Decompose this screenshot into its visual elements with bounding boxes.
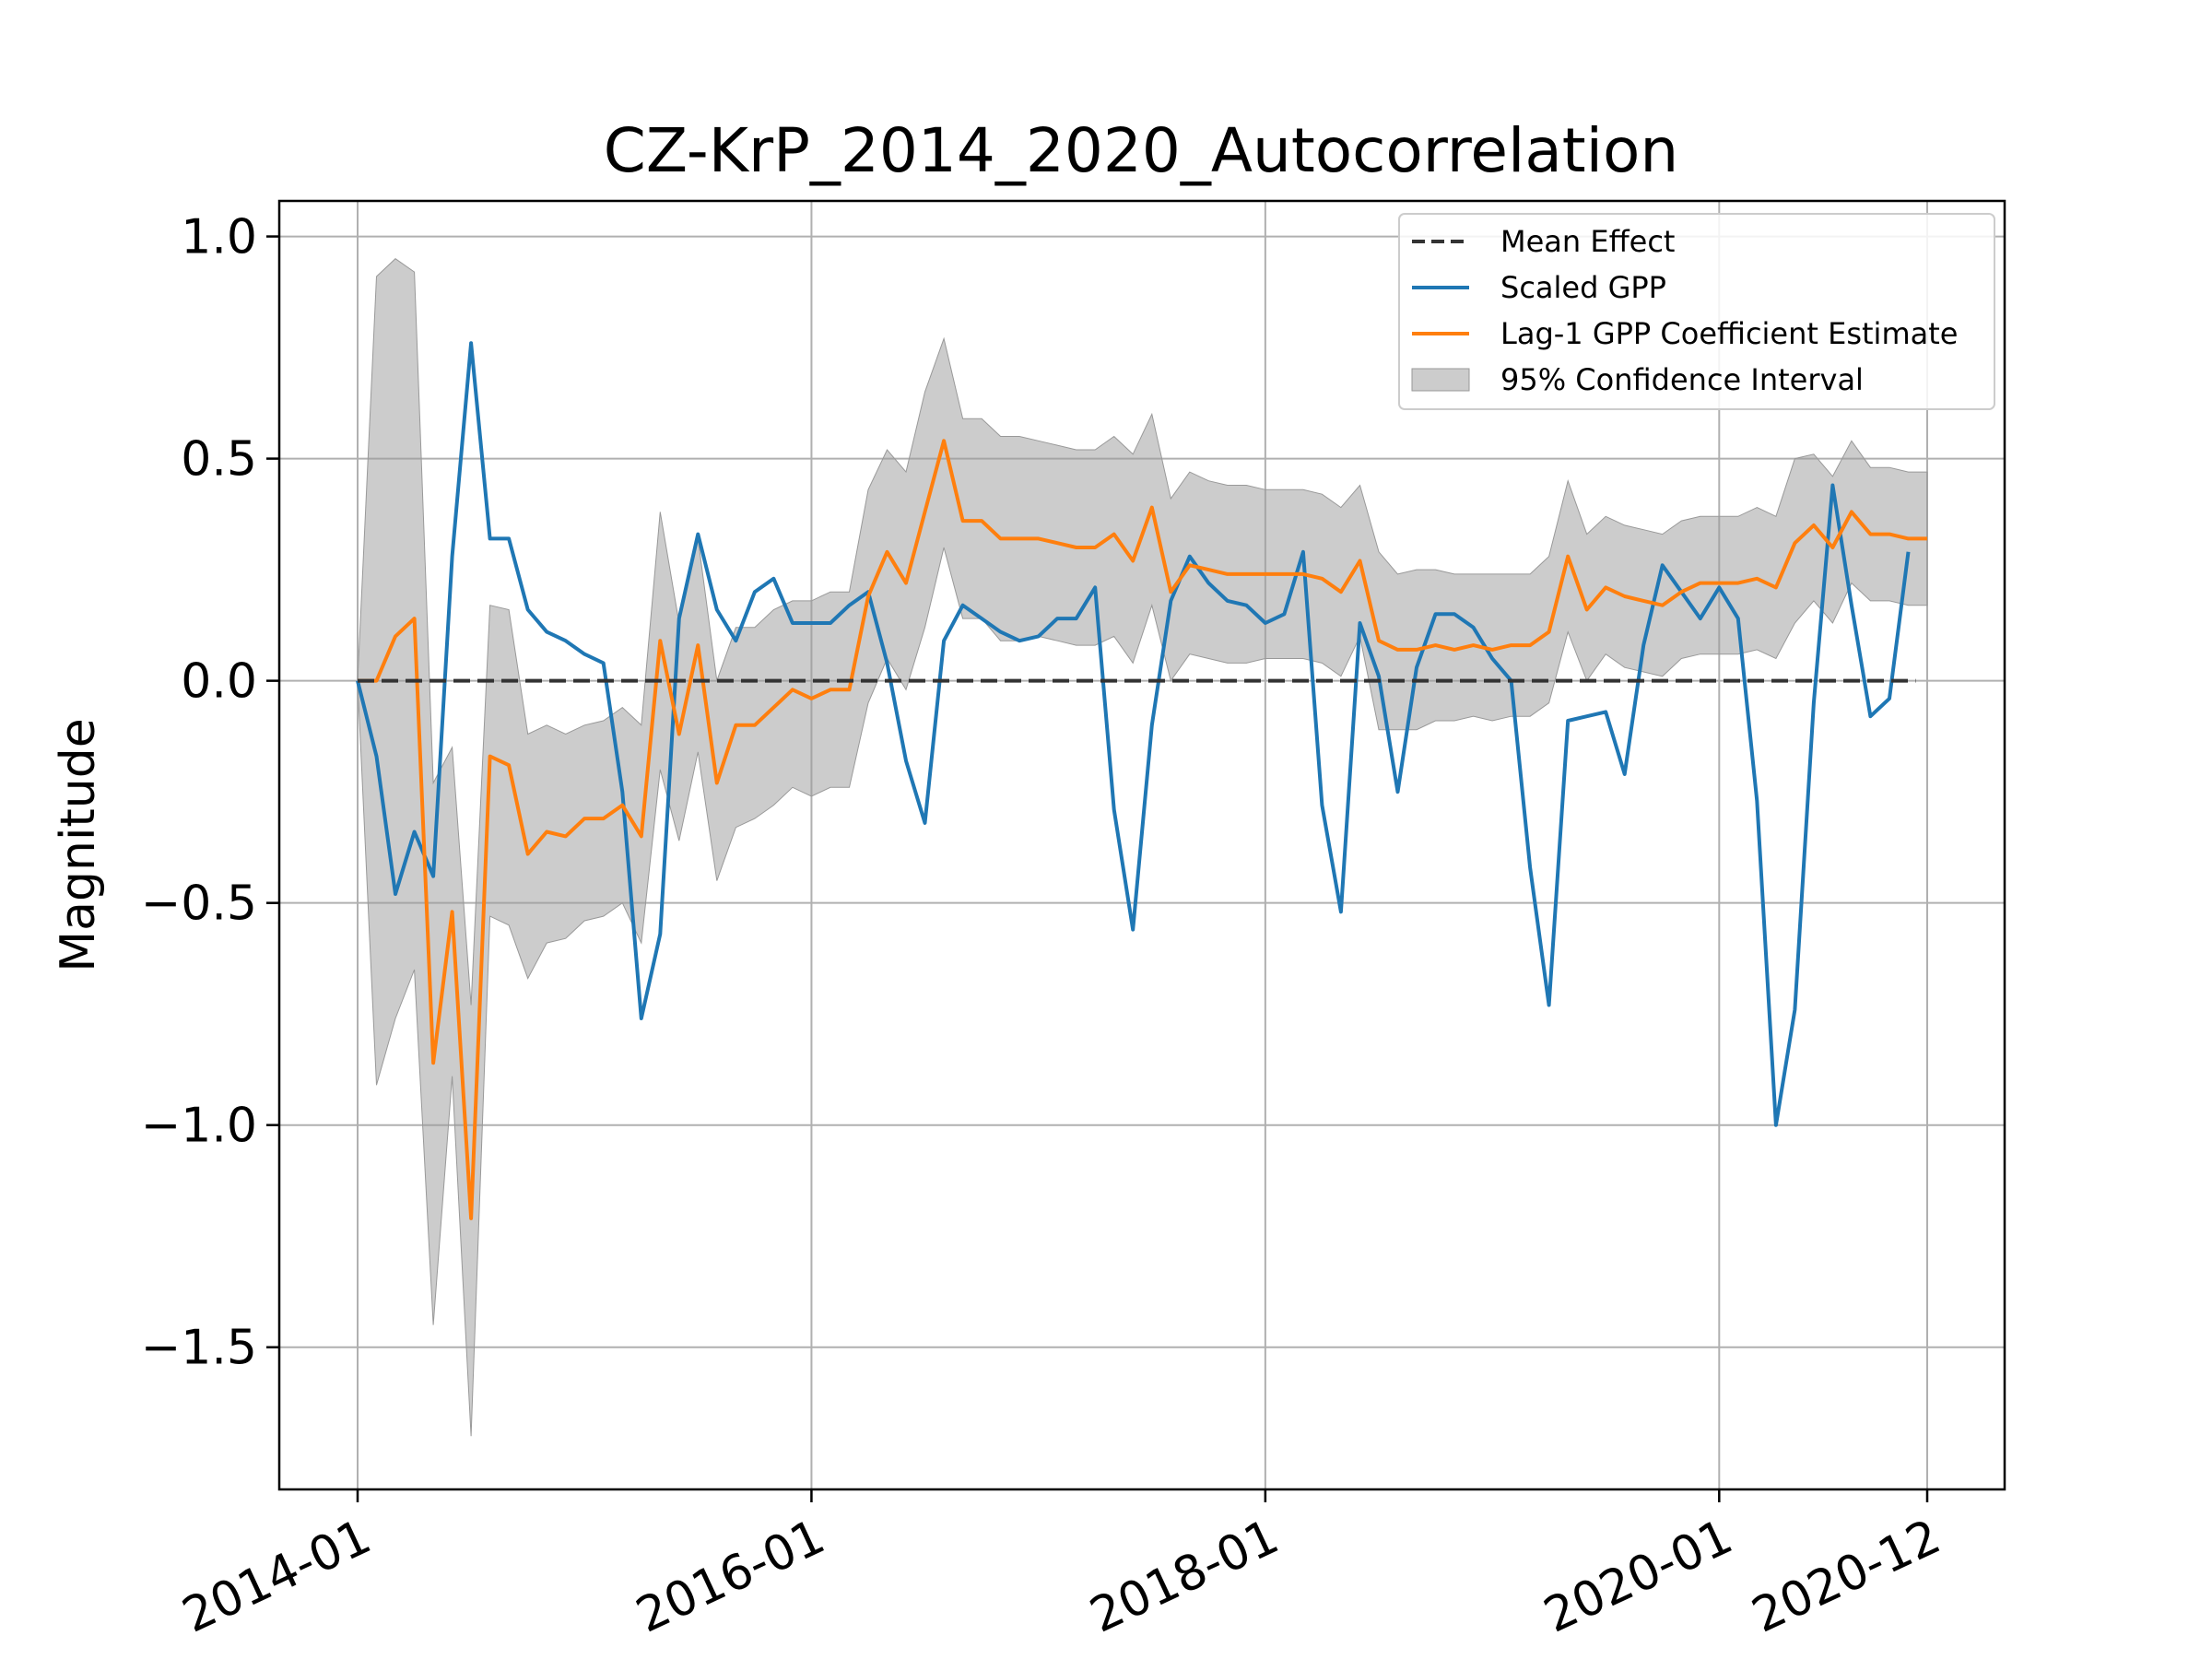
legend-label-lag1-estimate: Lag-1 GPP Coefficient Estimate [1500,316,1958,351]
y-tick-label: −0.5 [141,877,257,932]
y-tick-label: 0.0 [181,654,257,710]
series-line-lag-1-gpp-coefficient-estimate [358,439,1927,1220]
y-tick-label: 1.0 [181,210,257,265]
legend-label-scaled-gpp: Scaled GPP [1500,270,1666,305]
legend-swatch-confidence-interval [1411,368,1470,392]
y-tick-label: −1.5 [141,1321,257,1376]
legend-label-confidence-interval: 95% Confidence Interval [1500,362,1864,397]
y-tick-label: 0.5 [181,432,257,488]
series-line-scaled-gpp [356,341,1911,1127]
legend: Mean Effect Scaled GPP Lag-1 GPP Coeffic… [1398,213,1995,410]
chart-title: CZ-KrP_2014_2020_Autocorrelation [604,115,1678,186]
y-tick-label: −1.0 [141,1099,257,1154]
y-axis-label: Magnitude [51,718,106,972]
plot-frame [277,199,2006,1491]
y-axis: 1.0 0.5 0.0 −0.5 −1.0 −1.5 [141,210,279,1376]
series-layer [356,341,1927,1220]
legend-box [1398,213,1995,410]
legend-label-mean-effect: Mean Effect [1500,224,1675,259]
